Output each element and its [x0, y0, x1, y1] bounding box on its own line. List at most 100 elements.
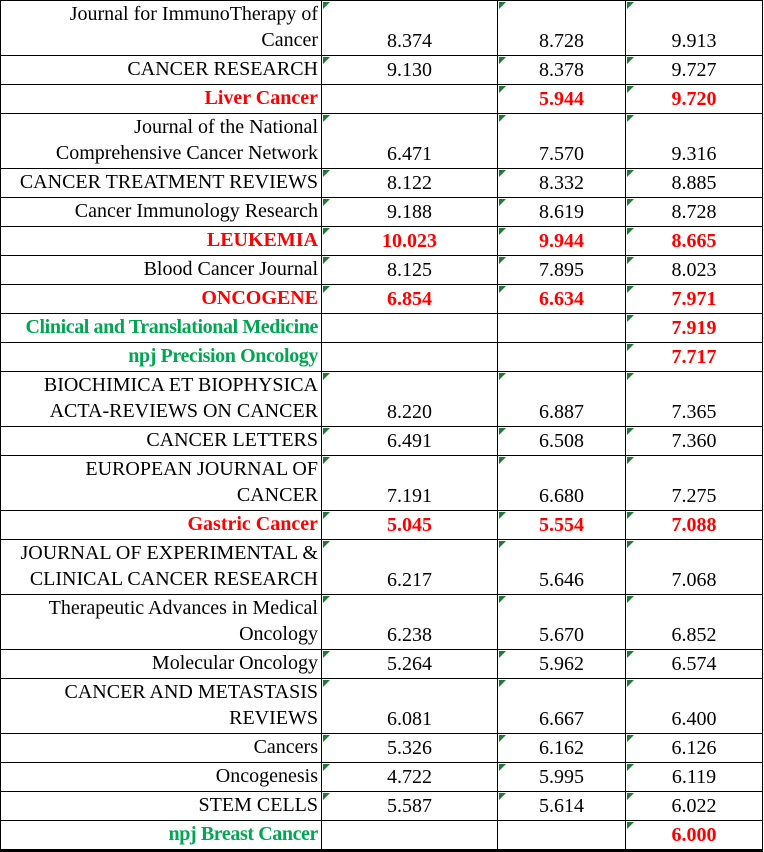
impact-factor-cell[interactable]: 6.471: [321, 113, 498, 169]
impact-factor-cell[interactable]: 5.264: [321, 649, 498, 679]
impact-factor-value: 7.088: [671, 514, 717, 536]
impact-factor-cell[interactable]: [321, 820, 498, 851]
journal-name-cell[interactable]: CANCER LETTERS: [0, 426, 322, 456]
journal-name-cell[interactable]: Molecular Oncology: [0, 649, 322, 679]
impact-factor-cell[interactable]: 8.665: [625, 226, 763, 256]
impact-factor-cell[interactable]: 6.574: [625, 649, 763, 679]
impact-factor-cell[interactable]: 8.378: [497, 55, 626, 85]
number-stored-as-text-triangle-icon: [627, 596, 634, 603]
impact-factor-value: 7.365: [671, 401, 717, 423]
impact-factor-cell[interactable]: 9.727: [625, 55, 763, 85]
impact-factor-cell[interactable]: 9.316: [625, 113, 763, 169]
impact-factor-cell[interactable]: 8.332: [497, 168, 626, 198]
journal-name-cell[interactable]: Gastric Cancer: [0, 510, 322, 540]
impact-factor-cell[interactable]: 5.587: [321, 791, 498, 821]
impact-factor-cell[interactable]: 7.895: [497, 255, 626, 285]
impact-factor-cell[interactable]: 9.913: [625, 0, 763, 56]
impact-factor-cell[interactable]: 9.944: [497, 226, 626, 256]
impact-factor-cell[interactable]: 6.491: [321, 426, 498, 456]
impact-factor-cell[interactable]: 6.162: [497, 733, 626, 763]
impact-factor-cell[interactable]: 8.885: [625, 168, 763, 198]
impact-factor-cell[interactable]: 5.995: [497, 762, 626, 792]
impact-factor-cell[interactable]: 6.508: [497, 426, 626, 456]
impact-factor-cell[interactable]: 7.971: [625, 284, 763, 314]
journal-name-cell[interactable]: ONCOGENE: [0, 284, 322, 314]
number-stored-as-text-triangle-icon: [499, 596, 506, 603]
impact-factor-cell[interactable]: 5.614: [497, 791, 626, 821]
journal-name-cell[interactable]: Liver Cancer: [0, 84, 322, 114]
impact-factor-cell[interactable]: 6.217: [321, 539, 498, 595]
impact-factor-cell[interactable]: 7.088: [625, 510, 763, 540]
impact-factor-value: 9.944: [539, 230, 584, 252]
journal-name-cell[interactable]: CANCER RESEARCH: [0, 55, 322, 85]
impact-factor-cell[interactable]: 6.852: [625, 594, 763, 650]
impact-factor-cell[interactable]: 6.887: [497, 371, 626, 427]
journal-name-cell[interactable]: Cancers: [0, 733, 322, 763]
impact-factor-cell[interactable]: [497, 342, 626, 372]
impact-factor-value: 8.122: [387, 172, 432, 194]
impact-factor-cell[interactable]: 7.360: [625, 426, 763, 456]
impact-factor-cell[interactable]: 8.374: [321, 0, 498, 56]
impact-factor-cell[interactable]: 6.126: [625, 733, 763, 763]
impact-factor-cell[interactable]: 8.728: [625, 197, 763, 227]
impact-factor-cell[interactable]: 6.022: [625, 791, 763, 821]
journal-name-cell[interactable]: JOURNAL OF EXPERIMENTAL & CLINICAL CANCE…: [0, 539, 322, 595]
impact-factor-cell[interactable]: [497, 820, 626, 851]
impact-factor-cell[interactable]: 5.554: [497, 510, 626, 540]
impact-factor-cell[interactable]: 6.854: [321, 284, 498, 314]
journal-name-cell[interactable]: CANCER TREATMENT REVIEWS: [0, 168, 322, 198]
impact-factor-cell[interactable]: [321, 342, 498, 372]
impact-factor-cell[interactable]: 8.220: [321, 371, 498, 427]
impact-factor-cell[interactable]: 7.919: [625, 313, 763, 343]
impact-factor-cell[interactable]: [497, 313, 626, 343]
impact-factor-cell[interactable]: 6.634: [497, 284, 626, 314]
impact-factor-cell[interactable]: 7.275: [625, 455, 763, 511]
impact-factor-cell[interactable]: 6.081: [321, 678, 498, 734]
impact-factor-cell[interactable]: 4.722: [321, 762, 498, 792]
impact-factor-cell[interactable]: 9.130: [321, 55, 498, 85]
impact-factor-cell[interactable]: 8.619: [497, 197, 626, 227]
number-stored-as-text-triangle-icon: [323, 541, 330, 548]
impact-factor-cell[interactable]: 5.670: [497, 594, 626, 650]
impact-factor-cell[interactable]: 6.680: [497, 455, 626, 511]
impact-factor-cell[interactable]: 9.720: [625, 84, 763, 114]
impact-factor-cell[interactable]: 5.045: [321, 510, 498, 540]
journal-name-cell[interactable]: EUROPEAN JOURNAL OF CANCER: [0, 455, 322, 511]
journal-name-cell[interactable]: STEM CELLS: [0, 791, 322, 821]
impact-factor-cell[interactable]: 8.728: [497, 0, 626, 56]
journal-name-cell[interactable]: Journal of the National Comprehensive Ca…: [0, 113, 322, 169]
journal-name-cell[interactable]: Cancer Immunology Research: [0, 197, 322, 227]
impact-factor-cell[interactable]: 5.326: [321, 733, 498, 763]
impact-factor-cell[interactable]: 8.023: [625, 255, 763, 285]
journal-name-cell[interactable]: CANCER AND METASTASIS REVIEWS: [0, 678, 322, 734]
journal-name-cell[interactable]: Journal for ImmunoTherapy of Cancer: [0, 0, 322, 56]
impact-factor-cell[interactable]: 10.023: [321, 226, 498, 256]
impact-factor-cell[interactable]: 5.646: [497, 539, 626, 595]
impact-factor-cell[interactable]: 6.119: [625, 762, 763, 792]
journal-name-cell[interactable]: Therapeutic Advances in Medical Oncology: [0, 594, 322, 650]
impact-factor-cell[interactable]: 7.717: [625, 342, 763, 372]
impact-factor-cell[interactable]: 6.667: [497, 678, 626, 734]
impact-factor-value: 6.162: [539, 737, 584, 759]
impact-factor-cell[interactable]: 5.944: [497, 84, 626, 114]
impact-factor-cell[interactable]: 7.191: [321, 455, 498, 511]
impact-factor-cell[interactable]: [321, 84, 498, 114]
impact-factor-cell[interactable]: 6.238: [321, 594, 498, 650]
journal-name-cell[interactable]: Oncogenesis: [0, 762, 322, 792]
impact-factor-cell[interactable]: 8.122: [321, 168, 498, 198]
impact-factor-cell[interactable]: 7.570: [497, 113, 626, 169]
journal-name-cell[interactable]: BIOCHIMICA ET BIOPHYSICA ACTA-REVIEWS ON…: [0, 371, 322, 427]
impact-factor-cell[interactable]: 8.125: [321, 255, 498, 285]
impact-factor-cell[interactable]: 7.365: [625, 371, 763, 427]
impact-factor-cell[interactable]: 9.188: [321, 197, 498, 227]
impact-factor-cell[interactable]: 5.962: [497, 649, 626, 679]
impact-factor-cell[interactable]: 6.400: [625, 678, 763, 734]
journal-name-cell[interactable]: npj Precision Oncology: [0, 342, 322, 372]
journal-name-cell[interactable]: Clinical and Translational Medicine: [0, 313, 322, 343]
journal-name-cell[interactable]: LEUKEMIA: [0, 226, 322, 256]
impact-factor-cell[interactable]: [321, 313, 498, 343]
journal-name-cell[interactable]: Blood Cancer Journal: [0, 255, 322, 285]
impact-factor-cell[interactable]: 7.068: [625, 539, 763, 595]
journal-name-cell[interactable]: npj Breast Cancer: [0, 820, 322, 851]
impact-factor-cell[interactable]: 6.000: [625, 820, 763, 851]
